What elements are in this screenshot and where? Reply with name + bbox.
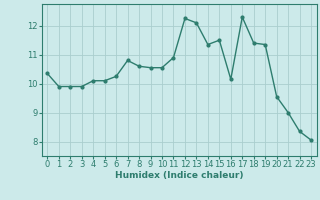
X-axis label: Humidex (Indice chaleur): Humidex (Indice chaleur) [115,171,244,180]
